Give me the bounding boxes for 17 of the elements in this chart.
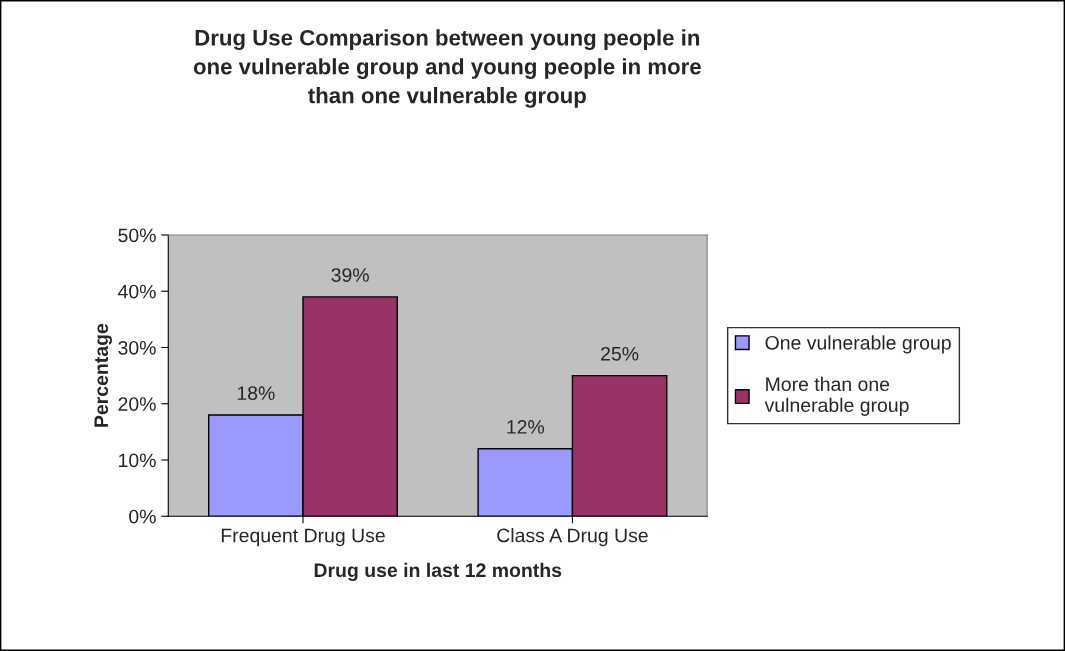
y-tick-label: 0% [129, 509, 156, 524]
y-tick-label: 20% [118, 397, 156, 411]
data-label: 39% [331, 268, 369, 282]
x-tick-label: Frequent Drug Use [221, 528, 385, 547]
data-label: 25% [601, 346, 639, 361]
legend-label: More than one vulnerable group [764, 376, 909, 416]
x-axis-title: Drug use in last 12 months [314, 562, 562, 582]
data-label: 18% [237, 386, 275, 401]
legend-label: One vulnerable group [765, 335, 951, 354]
y-tick-label: 10% [119, 453, 156, 468]
data-label: 12% [507, 420, 545, 434]
chart-title: Drug Use Comparison between young people in one vulnerable group and young people in more than one vulnerable group [193, 29, 701, 108]
y-axis-title: Percentage [94, 323, 112, 427]
y-tick-label: 40% [117, 284, 156, 299]
y-tick-label: 30% [118, 340, 156, 355]
y-tick-label: 50% [118, 228, 156, 243]
x-tick-label: Class A Drug Use [497, 528, 648, 547]
